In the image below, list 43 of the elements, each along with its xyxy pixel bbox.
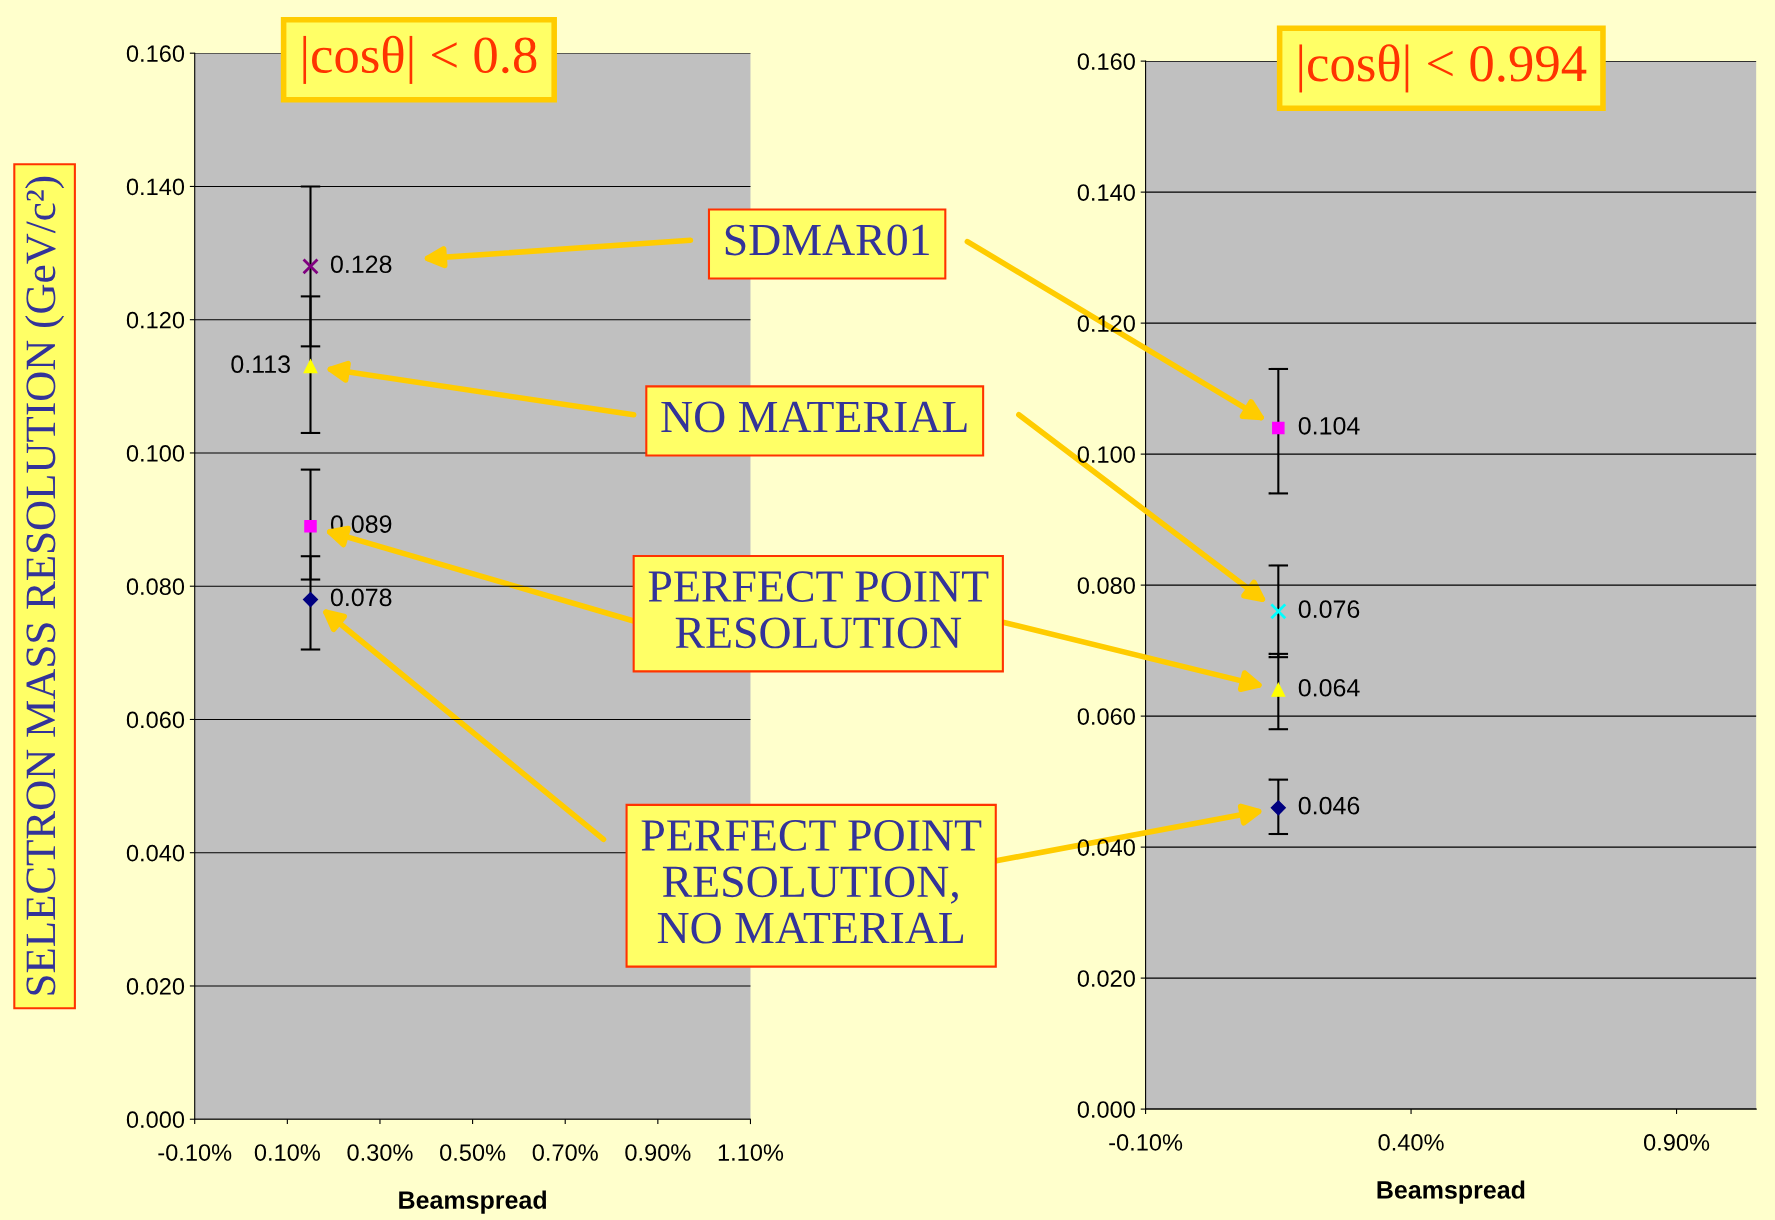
y-tick-label: 0.080 bbox=[1077, 577, 1135, 594]
y-tick-label: 0.080 bbox=[126, 578, 185, 595]
chart-title: |cosθ| < 0.994 bbox=[1299, 44, 1587, 93]
chart-title: |cosθ| < 0.8 bbox=[303, 35, 537, 84]
y-tick-label: 0.060 bbox=[1077, 708, 1135, 725]
text: NO MATERIAL bbox=[661, 401, 967, 433]
y-tick-label: 0.120 bbox=[126, 311, 185, 329]
data-label: 0.064 bbox=[1298, 678, 1360, 697]
y-tick-label: 0.100 bbox=[1077, 446, 1135, 463]
data-label: 0.113 bbox=[231, 355, 290, 374]
y-tick-label: 0.140 bbox=[126, 178, 185, 196]
y-tick-label: 0.100 bbox=[126, 445, 185, 462]
y-tick-label: 0.060 bbox=[126, 711, 185, 729]
x-tick-label: -0.10% bbox=[158, 1144, 232, 1161]
y-tick-label: 0.040 bbox=[126, 844, 185, 862]
x-tick-label: 0.10% bbox=[254, 1144, 320, 1161]
y-axis-title: SELECTRON MASS RESOLUTION (GeV/c²) bbox=[25, 176, 65, 995]
x-tick-label: 0.30% bbox=[347, 1144, 413, 1161]
y-tick-label: 0.160 bbox=[1077, 53, 1135, 70]
x-axis-title: Beamspread bbox=[399, 1190, 546, 1214]
x-tick-label: 0.50% bbox=[440, 1144, 506, 1161]
text: PERFECT POINT RESOLUTION, NO MATERIAL bbox=[641, 820, 982, 944]
data-label: 0.046 bbox=[1298, 796, 1360, 815]
text: PERFECT POINT RESOLUTION bbox=[648, 571, 989, 649]
data-label: 0.078 bbox=[330, 588, 392, 607]
text: SDMAR01 bbox=[725, 224, 929, 256]
y-tick-label: 0.020 bbox=[126, 978, 185, 995]
data-label: 0.076 bbox=[1298, 600, 1360, 619]
x-axis-title: Beamspread bbox=[1377, 1180, 1525, 1204]
x-tick-label: 1.10% bbox=[718, 1144, 784, 1161]
x-tick-label: 0.90% bbox=[1643, 1134, 1710, 1151]
y-tick-label: 0.160 bbox=[126, 45, 185, 62]
x-tick-label: 0.40% bbox=[1378, 1134, 1444, 1151]
x-tick-label: -0.10% bbox=[1109, 1134, 1183, 1151]
y-tick-label: 0.040 bbox=[1077, 839, 1135, 856]
x-tick-label: 0.70% bbox=[532, 1144, 598, 1161]
x-tick-label: 0.90% bbox=[625, 1144, 691, 1161]
y-tick-label: 0.020 bbox=[1077, 970, 1135, 987]
y-tick-label: 0.000 bbox=[126, 1111, 185, 1129]
data-label: 0.128 bbox=[330, 255, 392, 274]
data-label: 0.104 bbox=[1298, 416, 1360, 435]
y-tick-label: 0.000 bbox=[1077, 1101, 1135, 1118]
y-tick-label: 0.140 bbox=[1077, 184, 1135, 201]
